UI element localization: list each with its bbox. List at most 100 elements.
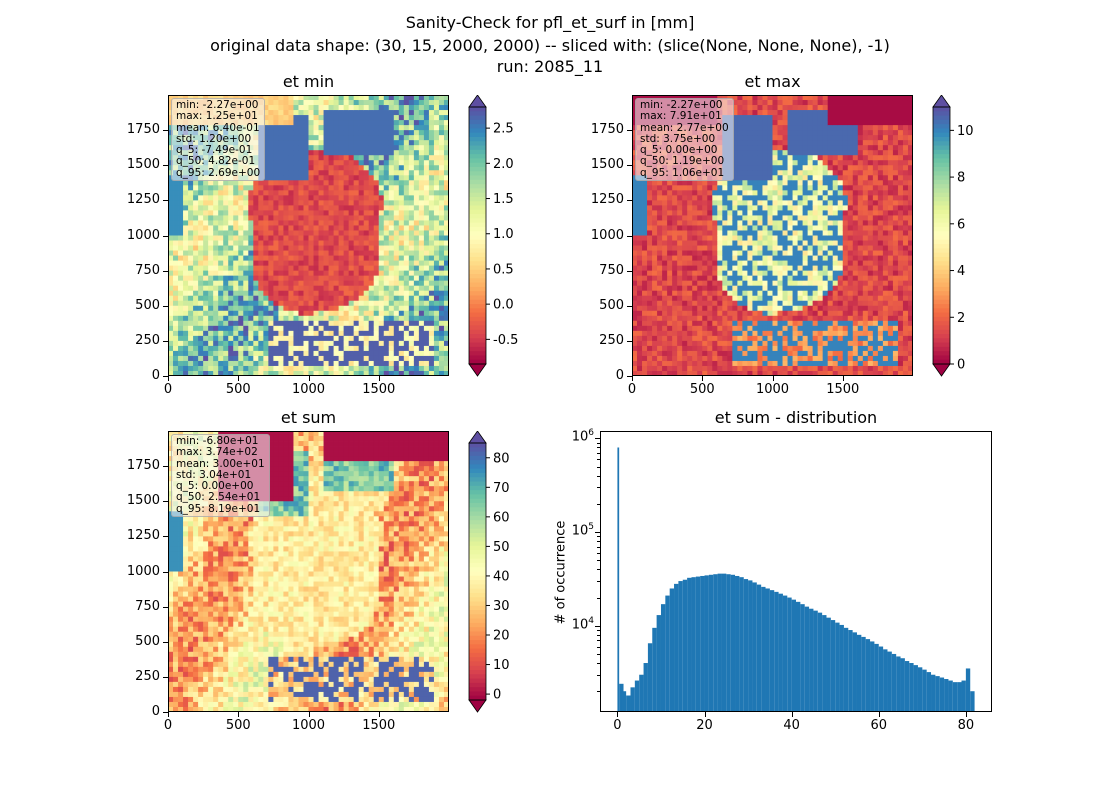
heatmap-cell <box>243 365 249 372</box>
heatmap-cell <box>168 160 174 166</box>
heatmap-cell <box>712 315 718 322</box>
heatmap-cell <box>642 325 648 332</box>
heatmap-cell <box>353 175 360 181</box>
heatmap-cell <box>253 250 259 256</box>
heatmap-cell <box>418 370 425 376</box>
heatmap-cell <box>747 370 753 376</box>
heatmap-cell <box>313 215 319 221</box>
heatmap-cell <box>657 240 663 246</box>
heatmap-cell <box>408 320 415 327</box>
heatmap-cell <box>762 275 768 282</box>
heatmap-cell <box>263 130 269 136</box>
heatmap-cell <box>727 240 733 246</box>
heatmap-cell <box>183 95 189 101</box>
heatmap-cell <box>747 255 753 261</box>
heatmap-cell <box>747 365 753 372</box>
heatmap-cell <box>203 370 209 376</box>
heatmap-cell <box>183 200 189 206</box>
heatmap-cell <box>677 210 683 216</box>
heatmap-cell <box>333 335 340 342</box>
heatmap-cell <box>358 170 365 176</box>
heatmap-cell <box>308 185 314 191</box>
heatmap-cell <box>433 115 440 121</box>
heatmap-cell <box>438 120 445 126</box>
heatmap-cell <box>747 280 753 287</box>
heatmap-cell <box>353 230 360 236</box>
heatmap-cell <box>672 320 678 327</box>
heatmap-cell <box>303 160 309 166</box>
heatmap-cell <box>717 180 723 186</box>
heatmap-cell <box>258 205 264 211</box>
heatmap-cell <box>657 230 663 236</box>
heatmap-cell <box>298 150 304 156</box>
heatmap-cell <box>428 260 435 267</box>
heatmap-cell <box>323 160 329 166</box>
heatmap-cell <box>433 110 440 116</box>
heatmap-cell <box>278 135 284 141</box>
heatmap-cell <box>313 180 319 186</box>
heatmap-cell <box>308 205 314 211</box>
heatmap-cell <box>298 205 304 211</box>
heatmap-cell <box>403 135 410 141</box>
heatmap-cell <box>303 365 309 372</box>
heatmap-cell <box>762 310 768 317</box>
heatmap-cell <box>413 270 420 277</box>
heatmap-cell <box>418 250 425 256</box>
heatmap-cell <box>423 95 430 101</box>
heatmap-cell <box>403 115 410 121</box>
heatmap-cell <box>308 95 314 101</box>
heatmap-cell <box>253 190 259 196</box>
heatmap-cell <box>747 155 753 161</box>
heatmap-cell <box>243 240 249 246</box>
heatmap-cell <box>253 340 259 347</box>
heatmap-cell <box>363 145 370 151</box>
heatmap-cell <box>278 160 284 166</box>
heatmap-cell <box>223 325 229 332</box>
heatmap-cell <box>667 245 673 251</box>
heatmap-cell <box>173 320 179 327</box>
heatmap-cell <box>248 205 254 211</box>
heatmap-cell <box>233 285 239 292</box>
heatmap-cell <box>348 280 355 287</box>
heatmap-cell <box>717 310 723 317</box>
heatmap-cell <box>288 150 294 156</box>
heatmap-cell <box>238 210 244 216</box>
heatmap-cell <box>208 220 214 226</box>
heatmap-cell <box>388 200 395 206</box>
heatmap-cell <box>343 105 350 111</box>
heatmap-cell <box>383 145 390 151</box>
heatmap-cell <box>368 135 375 141</box>
heatmap-cell <box>363 100 370 106</box>
heatmap-cell <box>238 360 244 367</box>
heatmap-cell <box>408 210 415 216</box>
heatmap-cell <box>428 310 435 317</box>
heatmap-cell <box>363 265 370 272</box>
heatmap-cell <box>253 215 259 221</box>
heatmap-cell <box>722 180 728 186</box>
heatmap-cell <box>278 145 284 151</box>
heatmap-cell <box>762 135 768 141</box>
heatmap-cell <box>712 355 718 362</box>
heatmap-cell <box>348 120 355 126</box>
heatmap-cell <box>208 300 214 307</box>
heatmap-cell <box>632 320 638 327</box>
heatmap-cell <box>702 180 708 186</box>
heatmap-cell <box>273 245 279 251</box>
heatmap-cell <box>243 340 249 347</box>
heatmap-cell <box>717 210 723 216</box>
heatmap-cell <box>353 140 360 146</box>
heatmap-cell <box>393 170 400 176</box>
heatmap-cell <box>378 190 385 196</box>
heatmap-cell <box>657 300 663 307</box>
heatmap-cell <box>777 330 783 337</box>
heatmap-cell <box>373 265 380 272</box>
heatmap-cell <box>732 315 738 322</box>
heatmap-cell <box>193 360 199 367</box>
y-tick-label: 500 <box>135 297 160 313</box>
heatmap-cell <box>438 105 445 111</box>
heatmap-cell <box>682 275 688 282</box>
heatmap-cell <box>178 330 184 337</box>
heatmap-cell <box>692 95 698 101</box>
heatmap-cell <box>677 320 683 327</box>
colorbar-segment <box>469 252 486 258</box>
